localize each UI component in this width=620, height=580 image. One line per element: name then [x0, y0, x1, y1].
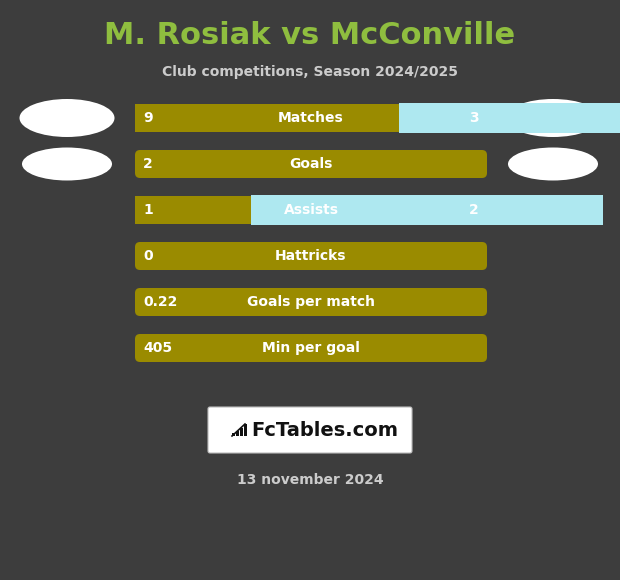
Text: 2: 2	[143, 157, 153, 171]
Ellipse shape	[508, 147, 598, 180]
FancyBboxPatch shape	[135, 104, 399, 132]
Bar	[244, 424, 247, 436]
Text: 0: 0	[143, 249, 153, 263]
Text: 13 november 2024: 13 november 2024	[237, 473, 383, 487]
Text: Goals: Goals	[290, 157, 333, 171]
FancyBboxPatch shape	[135, 242, 487, 270]
Ellipse shape	[22, 147, 112, 180]
FancyBboxPatch shape	[208, 407, 412, 453]
Ellipse shape	[505, 99, 601, 137]
FancyBboxPatch shape	[135, 104, 487, 132]
Text: M. Rosiak vs McConville: M. Rosiak vs McConville	[104, 20, 516, 49]
FancyBboxPatch shape	[135, 196, 251, 224]
Bar	[232, 433, 235, 436]
Bar	[399, 103, 620, 133]
Text: 2: 2	[469, 203, 479, 217]
Text: 3: 3	[469, 111, 479, 125]
Text: 405: 405	[143, 341, 172, 355]
Bar	[135, 104, 399, 132]
Text: Matches: Matches	[278, 111, 344, 125]
Text: 9: 9	[143, 111, 153, 125]
Text: 1: 1	[143, 203, 153, 217]
Bar	[236, 431, 239, 436]
Text: FcTables.com: FcTables.com	[252, 420, 399, 440]
Text: Club competitions, Season 2024/2025: Club competitions, Season 2024/2025	[162, 65, 458, 79]
FancyBboxPatch shape	[135, 288, 487, 316]
Text: Assists: Assists	[283, 203, 339, 217]
Bar	[135, 196, 251, 224]
Ellipse shape	[19, 99, 115, 137]
Text: 0.22: 0.22	[143, 295, 177, 309]
FancyBboxPatch shape	[135, 150, 487, 178]
Text: Goals per match: Goals per match	[247, 295, 375, 309]
FancyBboxPatch shape	[135, 196, 487, 224]
Bar	[251, 195, 603, 225]
Bar	[246, 196, 259, 224]
Text: Hattricks: Hattricks	[275, 249, 347, 263]
Bar	[240, 428, 243, 436]
FancyBboxPatch shape	[135, 334, 487, 362]
Text: Min per goal: Min per goal	[262, 341, 360, 355]
Bar	[394, 104, 407, 132]
